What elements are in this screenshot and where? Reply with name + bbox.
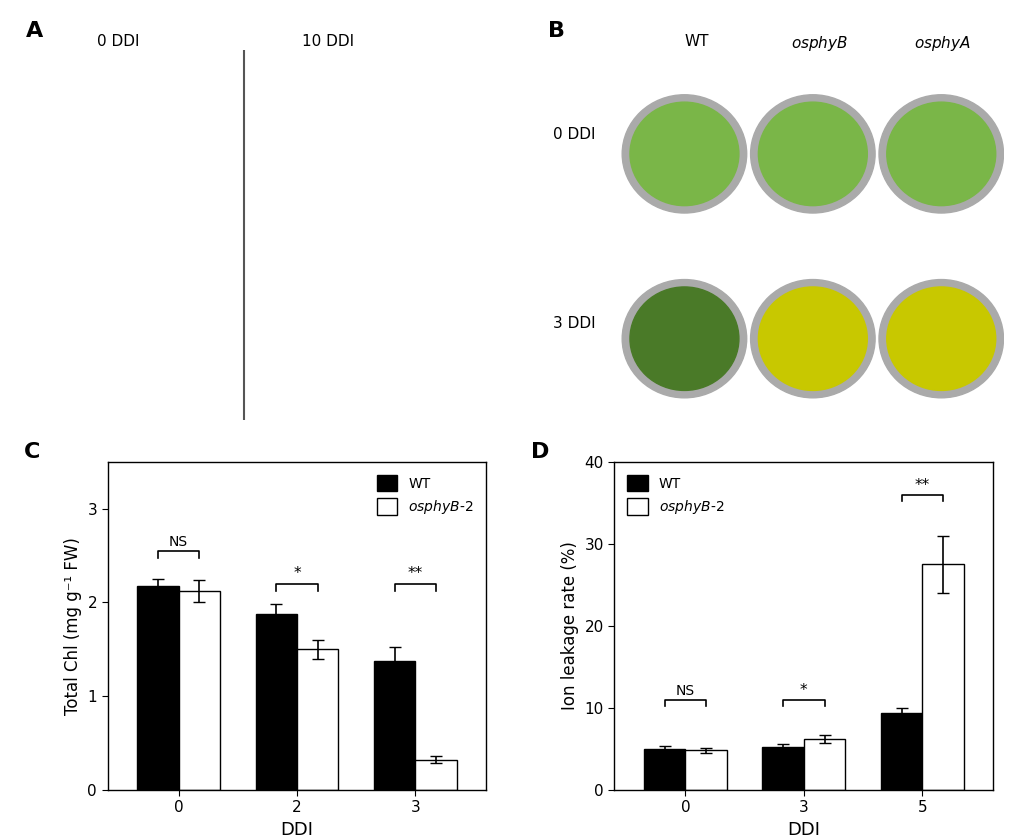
- Bar: [374, 661, 416, 790]
- Text: WT: WT: [684, 34, 709, 49]
- Text: WT: WT: [284, 61, 306, 76]
- Bar: [137, 585, 178, 790]
- Text: **: **: [914, 478, 930, 493]
- Circle shape: [751, 280, 876, 398]
- Text: B: B: [548, 21, 565, 41]
- Text: *: *: [293, 566, 301, 581]
- Bar: [178, 591, 220, 790]
- Text: 0 DDI: 0 DDI: [96, 34, 139, 49]
- Circle shape: [759, 287, 867, 391]
- Text: $\it{osphyB}$: $\it{osphyB}$: [791, 34, 848, 53]
- Text: 3 DDI: 3 DDI: [553, 316, 596, 331]
- Y-axis label: Total Chl (mg g⁻¹ FW): Total Chl (mg g⁻¹ FW): [63, 537, 82, 715]
- Bar: [763, 747, 804, 790]
- Circle shape: [751, 95, 876, 213]
- Text: $\it{osphyB}$-2: $\it{osphyB}$-2: [356, 61, 422, 80]
- Legend: WT, $\it{osphyB}$-2: WT, $\it{osphyB}$-2: [371, 469, 479, 522]
- Circle shape: [759, 102, 867, 206]
- Text: A: A: [26, 21, 43, 41]
- Bar: [923, 564, 964, 790]
- Circle shape: [630, 102, 739, 206]
- Text: $\it{osphyA}$: $\it{osphyA}$: [913, 34, 971, 53]
- Circle shape: [879, 95, 1004, 213]
- Text: NS: NS: [676, 684, 695, 697]
- Circle shape: [623, 280, 746, 398]
- Text: *: *: [800, 683, 808, 697]
- X-axis label: DDI: DDI: [281, 821, 313, 838]
- Text: $\it{osphyB}$-2: $\it{osphyB}$-2: [152, 61, 217, 80]
- Circle shape: [623, 95, 746, 213]
- Circle shape: [879, 280, 1004, 398]
- Bar: [297, 649, 338, 790]
- Text: C: C: [25, 443, 41, 462]
- Circle shape: [887, 102, 995, 206]
- Circle shape: [630, 287, 739, 391]
- Bar: [416, 759, 457, 790]
- X-axis label: DDI: DDI: [787, 821, 820, 838]
- Bar: [685, 750, 727, 790]
- Text: WT: WT: [79, 61, 101, 76]
- Y-axis label: Ion leakage rate (%): Ion leakage rate (%): [561, 541, 579, 711]
- Bar: [256, 614, 297, 790]
- Text: 10 DDI: 10 DDI: [302, 34, 353, 49]
- Legend: WT, $\it{osphyB}$-2: WT, $\it{osphyB}$-2: [622, 469, 730, 522]
- Text: D: D: [531, 443, 550, 462]
- Text: 0 DDI: 0 DDI: [553, 127, 596, 142]
- Text: NS: NS: [169, 535, 188, 549]
- Bar: [644, 748, 685, 790]
- Bar: [881, 713, 923, 790]
- Bar: [804, 739, 845, 790]
- Text: **: **: [408, 566, 423, 581]
- Circle shape: [887, 287, 995, 391]
